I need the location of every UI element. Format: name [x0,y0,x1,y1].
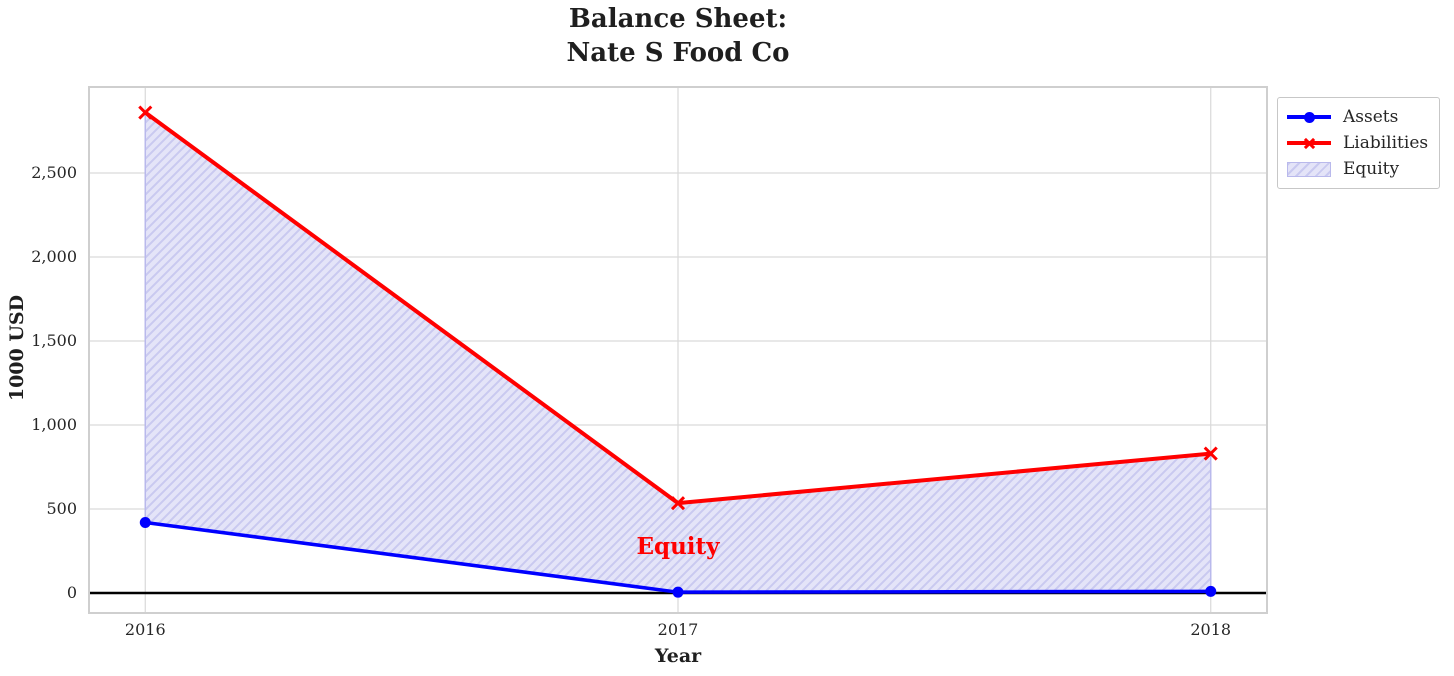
liabilities-line-swatch [1287,134,1331,152]
svg-text:Equity: Equity [636,533,720,560]
x-axis-label: Year [654,645,702,667]
x-tick-label: 2018 [1190,620,1232,639]
legend-item-equity: Equity [1287,156,1430,182]
legend-label-equity: Equity [1343,159,1400,179]
legend: Assets Liabilities Equity [1277,97,1440,189]
chart-title-line2: Nate S Food Co [566,38,790,68]
equity-hatch-swatch [1287,161,1331,177]
legend-item-liabilities: Liabilities [1287,130,1430,156]
legend-label-liabilities: Liabilities [1343,133,1429,153]
assets-circle-marker-icon [1303,111,1315,123]
x-tick-label: 2017 [657,620,699,639]
assets-line-swatch [1287,108,1331,126]
chart-title: Balance Sheet: Nate S Food Co [90,2,1266,70]
plot-area: Equity [88,86,1268,614]
chart-plot-svg: Equity [90,88,1266,612]
x-tick-label: 2016 [124,620,166,639]
y-tick-label: 1,000 [31,415,77,434]
y-tick-label: 500 [46,499,77,518]
legend-label-assets: Assets [1343,107,1399,127]
y-axis-ticks: 0 500 1,000 1,500 2,000 2,500 [0,88,77,612]
legend-item-assets: Assets [1287,104,1430,130]
y-tick-label: 2,000 [31,247,77,266]
y-tick-label: 2,500 [31,163,77,182]
y-tick-label: 0 [66,583,77,603]
chart-title-line1: Balance Sheet: [568,4,788,34]
x-axis-ticks: 2016 2017 2018 [90,620,1266,642]
y-tick-label: 1,500 [31,331,77,350]
